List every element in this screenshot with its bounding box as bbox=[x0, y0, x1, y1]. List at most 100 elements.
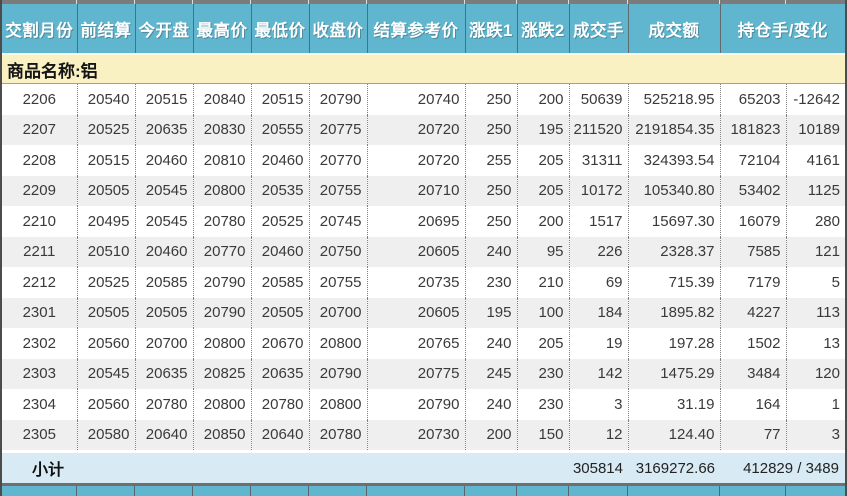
column-header-turnover: 成交额 bbox=[628, 4, 721, 54]
cell-turnover: 31.19 bbox=[628, 389, 721, 420]
cell-settlement-ref-price: 20695 bbox=[367, 206, 466, 237]
cell-change2: 210 bbox=[517, 267, 570, 298]
cell-open-price: 20780 bbox=[135, 389, 194, 420]
cell-close-price: 20770 bbox=[309, 145, 368, 176]
cell-volume: 3 bbox=[569, 389, 629, 420]
cell-volume: 12 bbox=[569, 419, 629, 452]
cell-low-price: 20525 bbox=[251, 206, 310, 237]
column-separator-stub bbox=[569, 0, 628, 4]
cell-high-price: 20840 bbox=[193, 83, 252, 115]
column-separator-stub bbox=[77, 0, 135, 4]
cell-open-price: 20460 bbox=[135, 236, 194, 267]
cell-low-price: 20635 bbox=[251, 358, 310, 389]
cell-close-price: 20750 bbox=[309, 236, 368, 267]
cell-settlement-ref-price: 20735 bbox=[367, 267, 466, 298]
cell-low-price: 20780 bbox=[251, 389, 310, 420]
cell-delivery-month: 2207 bbox=[2, 114, 78, 145]
cell-delivery-month: 2302 bbox=[2, 328, 78, 359]
cell-open-interest: 16079 bbox=[720, 206, 787, 237]
cell-volume: 19 bbox=[569, 328, 629, 359]
cell-low-price: 20460 bbox=[251, 236, 310, 267]
cell-volume: 211520 bbox=[569, 114, 629, 145]
cell-settlement-ref-price: 20730 bbox=[367, 419, 466, 452]
cell-close-price: 20755 bbox=[309, 175, 368, 206]
subtotal-volume-cell: 305814 bbox=[569, 450, 628, 483]
cell-high-price: 20800 bbox=[193, 175, 252, 206]
cell-close-price: 20755 bbox=[309, 267, 368, 298]
cell-volume: 184 bbox=[569, 297, 629, 328]
cell-high-price: 20825 bbox=[193, 358, 252, 389]
column-header-settlement-ref-price: 结算参考价 bbox=[367, 4, 466, 54]
column-separator-stub bbox=[2, 0, 77, 4]
cell-volume: 1517 bbox=[569, 206, 629, 237]
column-separator-stub bbox=[367, 0, 465, 4]
cell-prev-settlement: 20540 bbox=[77, 83, 136, 115]
cell-settlement-ref-price: 20765 bbox=[367, 328, 466, 359]
aluminum-futures-quotes-table: 交割月份 前结算 今开盘 最高价 最低价 收盘价 结算参考价 涨跌1 涨跌2 成交手 成交额 持仓手/… bbox=[2, 4, 845, 483]
cell-close-price: 20800 bbox=[309, 389, 368, 420]
cell-delivery-month: 2206 bbox=[2, 83, 78, 115]
cell-change2: 205 bbox=[517, 175, 570, 206]
cell-change2: 100 bbox=[517, 297, 570, 328]
subtotal-row: 小计 305814 3169272.66 412829 / 3489 bbox=[2, 450, 845, 483]
cell-close-price: 20745 bbox=[309, 206, 368, 237]
cell-open-price: 20505 bbox=[135, 297, 194, 328]
column-header-low-price: 最低价 bbox=[251, 4, 310, 54]
column-header-volume: 成交手 bbox=[569, 4, 629, 54]
cell-open-price: 20460 bbox=[135, 145, 194, 176]
cell-oi-change: 3 bbox=[786, 419, 845, 452]
cell-turnover: 2328.37 bbox=[628, 236, 721, 267]
column-header-prev-settlement: 前结算 bbox=[77, 4, 136, 54]
cell-open-interest: 181823 bbox=[720, 114, 787, 145]
column-separator-stub bbox=[193, 486, 251, 496]
cell-change2: 200 bbox=[517, 206, 570, 237]
cell-prev-settlement: 20560 bbox=[77, 328, 136, 359]
column-separator-stub bbox=[465, 486, 517, 496]
cell-delivery-month: 2208 bbox=[2, 145, 78, 176]
cell-turnover: 525218.95 bbox=[628, 83, 721, 115]
cell-turnover: 1475.29 bbox=[628, 358, 721, 389]
cell-low-price: 20460 bbox=[251, 145, 310, 176]
cell-open-interest: 4227 bbox=[720, 297, 787, 328]
column-header-close-price: 收盘价 bbox=[309, 4, 368, 54]
column-separator-stub bbox=[786, 486, 845, 496]
column-separator-stub bbox=[786, 0, 845, 4]
subtotal-spacer-cell bbox=[77, 450, 569, 483]
cell-oi-change: 5 bbox=[786, 267, 845, 298]
column-separator-stub bbox=[309, 486, 367, 496]
cell-delivery-month: 2304 bbox=[2, 389, 78, 420]
cell-high-price: 20800 bbox=[193, 389, 252, 420]
cell-delivery-month: 2211 bbox=[2, 236, 78, 267]
product-name-cell: 商品名称:铝 bbox=[2, 53, 845, 84]
cell-open-interest: 65203 bbox=[720, 83, 787, 115]
cell-oi-change: 10189 bbox=[786, 114, 845, 145]
column-separator-stub bbox=[517, 486, 569, 496]
cell-change1: 250 bbox=[465, 175, 518, 206]
cell-oi-change: 13 bbox=[786, 328, 845, 359]
cell-prev-settlement: 20580 bbox=[77, 419, 136, 452]
cell-open-interest: 53402 bbox=[720, 175, 787, 206]
cell-change1: 250 bbox=[465, 83, 518, 115]
cell-prev-settlement: 20560 bbox=[77, 389, 136, 420]
cell-prev-settlement: 20525 bbox=[77, 114, 136, 145]
cell-low-price: 20515 bbox=[251, 83, 310, 115]
cell-prev-settlement: 20515 bbox=[77, 145, 136, 176]
cell-volume: 10172 bbox=[569, 175, 629, 206]
cell-change2: 95 bbox=[517, 236, 570, 267]
header-row: 交割月份 前结算 今开盘 最高价 最低价 收盘价 结算参考价 涨跌1 涨跌2 成交手 成交额 持仓手/… bbox=[2, 4, 845, 54]
cell-turnover: 1895.82 bbox=[628, 297, 721, 328]
cell-prev-settlement: 20525 bbox=[77, 267, 136, 298]
column-separator-stub bbox=[193, 0, 251, 4]
column-separator-stub bbox=[135, 0, 193, 4]
cell-change2: 200 bbox=[517, 83, 570, 115]
contract-row-2208: 2208 20515 20460 20810 20460 20770 20720 255 205… bbox=[2, 145, 845, 176]
cell-open-interest: 7179 bbox=[720, 267, 787, 298]
previous-section-bottom-edge bbox=[2, 0, 845, 4]
contract-row-2304: 2304 20560 20780 20800 20780 20800 20790 240 230… bbox=[2, 389, 845, 420]
column-separator-stub bbox=[251, 0, 309, 4]
section-divider-line bbox=[2, 483, 845, 486]
cell-low-price: 20555 bbox=[251, 114, 310, 145]
cell-open-interest: 72104 bbox=[720, 145, 787, 176]
cell-close-price: 20800 bbox=[309, 328, 368, 359]
